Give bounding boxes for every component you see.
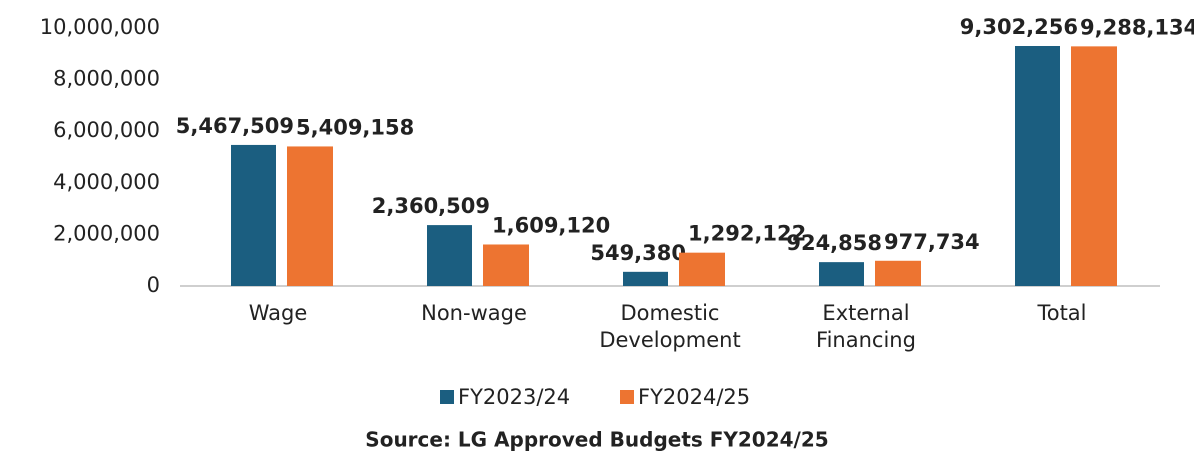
value-label: 5,409,158 <box>296 115 414 139</box>
legend-swatch <box>620 390 634 404</box>
legend-label: FY2023/24 <box>458 385 570 409</box>
value-label: 5,467,509 <box>176 114 294 138</box>
source: Source: LG Approved Budgets FY2024/25 <box>365 428 828 452</box>
x-tick-label: Domestic Development <box>599 301 741 352</box>
bar <box>1071 46 1117 286</box>
y-tick-label: 2,000,000 <box>53 221 160 245</box>
y-tick-label: 4,000,000 <box>53 170 160 194</box>
y-tick-label: 6,000,000 <box>53 118 160 142</box>
bar <box>875 260 921 286</box>
value-label: 1,292,122 <box>688 222 806 246</box>
x-tick-label: Total <box>1037 301 1087 325</box>
bar <box>1015 46 1060 286</box>
bar <box>483 244 529 286</box>
value-label: 9,288,134 <box>1080 15 1194 39</box>
value-label: 9,302,256 <box>960 15 1078 39</box>
value-label: 924,858 <box>786 231 882 255</box>
x-tick-label: Non-wage <box>421 301 527 325</box>
bar <box>287 146 333 286</box>
legend-label: FY2024/25 <box>638 385 750 409</box>
bar <box>427 225 472 286</box>
bar <box>819 262 864 286</box>
y-tick-label: 0 <box>147 273 160 297</box>
value-label: 977,734 <box>884 230 980 254</box>
value-label: 549,380 <box>590 241 686 265</box>
y-tick-label: 10,000,000 <box>40 15 160 39</box>
y-tick-label: 8,000,000 <box>53 67 160 91</box>
bar <box>623 271 668 286</box>
legend-swatch <box>440 390 454 404</box>
bar <box>679 252 725 286</box>
value-label: 1,609,120 <box>492 213 610 237</box>
bar <box>231 144 276 286</box>
value-label: 2,360,509 <box>372 194 490 218</box>
x-tick-label: External Financing <box>816 301 916 352</box>
x-tick-label: Wage <box>248 301 308 325</box>
